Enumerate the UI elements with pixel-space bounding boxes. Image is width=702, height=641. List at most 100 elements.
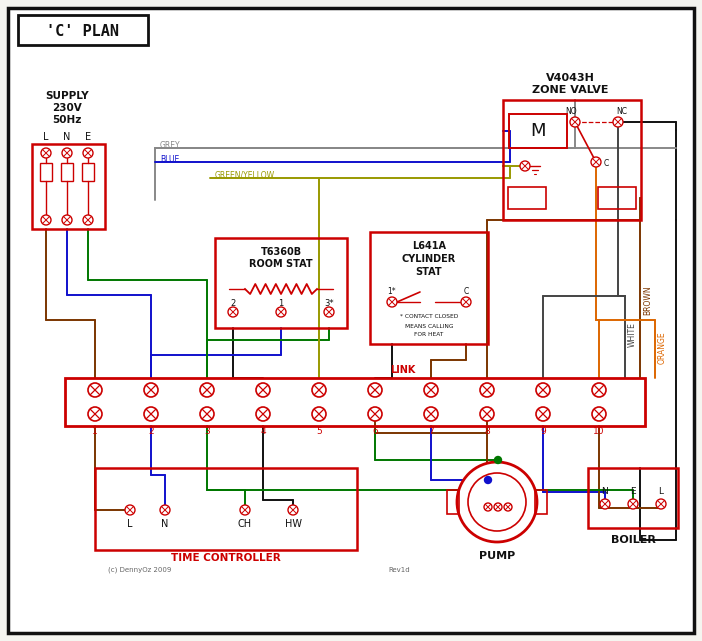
Text: 4: 4 [260,427,266,436]
Text: 230V: 230V [52,103,82,113]
Text: SUPPLY: SUPPLY [45,91,89,101]
Circle shape [125,505,135,515]
Circle shape [41,148,51,158]
Text: 1: 1 [92,427,98,436]
Text: WHITE: WHITE [628,322,637,347]
Circle shape [324,307,334,317]
Text: ORANGE: ORANGE [658,331,667,364]
Circle shape [62,215,72,225]
Circle shape [520,161,530,171]
Text: 2: 2 [148,427,154,436]
Circle shape [228,307,238,317]
Text: Rev1d: Rev1d [388,567,410,573]
Bar [32,144,105,229]
Text: BOILER: BOILER [611,535,656,545]
Text: N: N [63,132,71,142]
Circle shape [288,505,298,515]
Text: 3: 3 [204,427,210,436]
Circle shape [83,148,93,158]
Circle shape [591,157,601,167]
Circle shape [160,505,170,515]
Circle shape [256,383,270,397]
Circle shape [504,503,512,511]
Text: L: L [44,132,48,142]
Text: 10: 10 [593,427,604,436]
Text: 50Hz: 50Hz [53,115,81,125]
Text: LINK: LINK [390,365,416,375]
Text: 8: 8 [484,427,490,436]
Text: ZONE VALVE: ZONE VALVE [531,85,608,95]
Text: BROWN: BROWN [643,285,652,315]
Circle shape [88,407,102,421]
Bar [588,468,678,528]
Circle shape [494,503,502,511]
Circle shape [312,383,326,397]
Text: GREY: GREY [160,140,180,149]
Text: * CONTACT CLOSED: * CONTACT CLOSED [400,315,458,319]
Bar [40,163,52,181]
Circle shape [461,297,471,307]
Text: 3*: 3* [324,299,334,308]
Circle shape [480,383,494,397]
Bar [509,114,567,148]
Circle shape [387,297,397,307]
Bar [82,163,94,181]
Text: NO: NO [565,108,577,117]
Circle shape [628,499,638,509]
Circle shape [536,407,550,421]
Circle shape [424,383,438,397]
Text: NC: NC [616,108,628,117]
Text: N: N [602,488,609,497]
Bar [370,232,488,344]
Circle shape [592,407,606,421]
Text: N: N [161,519,168,529]
Text: HW: HW [284,519,301,529]
Circle shape [494,456,501,463]
Bar [447,490,459,514]
Circle shape [312,407,326,421]
Bar [65,378,645,426]
Circle shape [200,407,214,421]
Text: 2: 2 [230,299,236,308]
Circle shape [536,383,550,397]
Circle shape [240,505,250,515]
Circle shape [656,499,666,509]
Text: (c) DennyOz 2009: (c) DennyOz 2009 [108,567,171,573]
Circle shape [41,215,51,225]
Text: L641A: L641A [412,241,446,251]
Circle shape [368,407,382,421]
Text: BLUE: BLUE [160,154,179,163]
Circle shape [276,307,286,317]
Circle shape [368,383,382,397]
Text: 7: 7 [428,427,434,436]
Circle shape [144,383,158,397]
Bar [503,100,641,220]
Text: ROOM STAT: ROOM STAT [249,259,313,269]
Text: TIME CONTROLLER: TIME CONTROLLER [171,553,281,563]
Text: E: E [85,132,91,142]
Circle shape [570,117,580,127]
Text: 1: 1 [279,299,284,308]
Text: CYLINDER: CYLINDER [402,254,456,264]
Text: 'C' PLAN: 'C' PLAN [46,24,119,38]
Text: E: E [630,488,636,497]
Bar [18,15,148,45]
Bar [598,187,636,209]
Text: STAT: STAT [416,267,442,277]
Circle shape [592,383,606,397]
Circle shape [144,407,158,421]
Text: PUMP: PUMP [479,551,515,561]
Text: MEANS CALLING: MEANS CALLING [405,324,453,328]
Bar [215,238,347,328]
Text: GREEN/YELLOW: GREEN/YELLOW [215,171,275,179]
Circle shape [83,215,93,225]
Circle shape [62,148,72,158]
Text: M: M [530,122,545,140]
Text: 6: 6 [372,427,378,436]
Text: 1*: 1* [388,288,397,297]
Text: T6360B: T6360B [260,247,302,257]
Text: C: C [604,160,609,169]
Circle shape [613,117,623,127]
Circle shape [468,473,526,531]
Bar [95,468,357,550]
